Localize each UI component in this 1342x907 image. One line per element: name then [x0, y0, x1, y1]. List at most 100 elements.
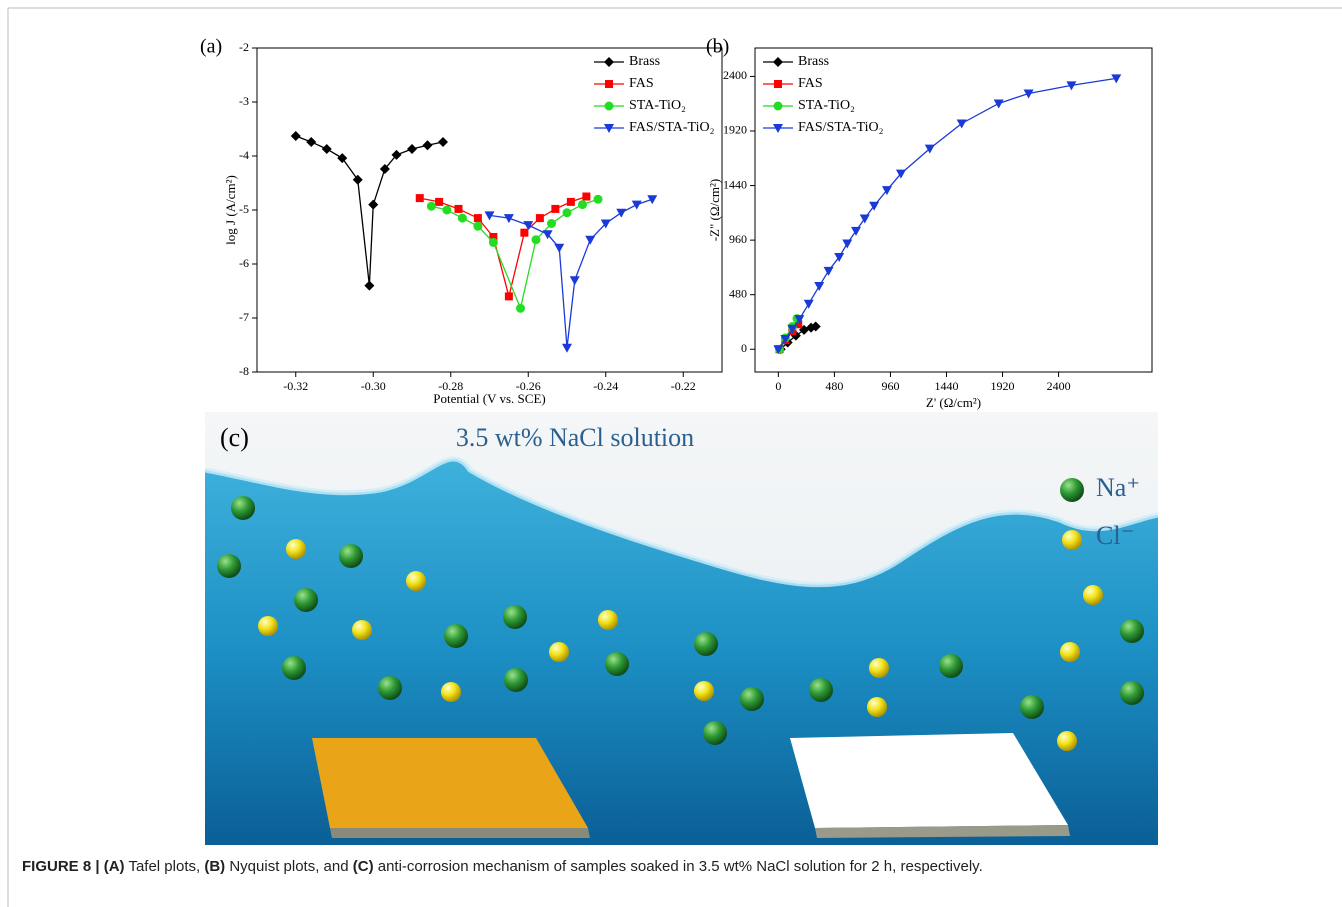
cl-ion	[406, 571, 426, 591]
cl-ion	[867, 697, 887, 717]
marker	[794, 315, 805, 325]
marker	[773, 345, 784, 355]
y-tick-label: -2	[239, 40, 249, 54]
x-tick-label: 0	[775, 379, 781, 393]
y-tick-label: -5	[239, 202, 249, 216]
cl-ion	[286, 539, 306, 559]
plate-edge	[330, 828, 590, 838]
legend-label: Brass	[629, 54, 660, 69]
legend-label: Cl⁻	[1096, 521, 1134, 550]
x-axis-label: Potential (V vs. SCE)	[433, 391, 545, 406]
y-tick-label: 480	[729, 286, 747, 300]
marker	[484, 211, 495, 221]
caption: FIGURE 8 | (A) Tafel plots, (B) Nyquist …	[22, 858, 983, 875]
y-tick-label: -3	[239, 94, 249, 108]
marker	[787, 324, 798, 334]
marker	[547, 219, 556, 228]
na-ion	[605, 652, 629, 676]
na-ion	[740, 687, 764, 711]
marker	[438, 136, 448, 147]
marker	[823, 266, 834, 276]
marker	[454, 204, 463, 213]
caption-part: anti-corrosion mechanism of samples soak…	[377, 858, 983, 875]
plate-edge	[815, 825, 1070, 838]
x-tick-label: 1920	[991, 379, 1015, 393]
cl-ion	[869, 658, 889, 678]
panel-label: (c)	[220, 423, 249, 452]
marker	[859, 214, 870, 224]
brass-plate	[312, 738, 588, 828]
caption-part: FIGURE 8 | (A)	[22, 858, 125, 875]
cl-ion	[1060, 642, 1080, 662]
na-ion	[694, 632, 718, 656]
x-axis-label: Z' (Ω/cm²)	[926, 395, 981, 410]
na-ion	[703, 721, 727, 745]
marker	[569, 276, 580, 286]
marker	[407, 143, 417, 154]
legend-label: Na⁺	[1096, 473, 1140, 502]
na-ion	[282, 656, 306, 680]
cl-ion	[1083, 585, 1103, 605]
marker	[600, 219, 611, 229]
panel-label: (b)	[706, 36, 729, 58]
legend-label: FAS	[629, 76, 654, 91]
y-tick-label: 0	[741, 341, 747, 355]
marker	[306, 136, 317, 147]
y-tick-label: 960	[729, 232, 747, 246]
na-ion	[1120, 681, 1144, 705]
plot-frame	[256, 47, 723, 373]
caption-part: (C)	[352, 858, 374, 875]
marker	[504, 292, 513, 301]
marker	[415, 194, 424, 203]
caption-part: (B)	[204, 858, 226, 875]
marker	[562, 343, 572, 353]
marker	[1111, 74, 1122, 84]
marker	[842, 239, 853, 249]
x-tick-label: 2400	[1047, 379, 1071, 393]
illustration-title: 3.5 wt% NaCl solution	[456, 423, 694, 452]
marker	[993, 99, 1004, 109]
marker	[810, 321, 821, 332]
marker	[352, 174, 363, 185]
na-ion	[1120, 619, 1144, 643]
y-axis-label: -Z" (Ω/cm²)	[707, 179, 722, 242]
marker	[956, 119, 967, 129]
marker	[290, 131, 301, 142]
na-ion	[1020, 695, 1044, 719]
marker	[321, 143, 332, 154]
marker	[379, 163, 390, 174]
cl-icon	[1062, 530, 1082, 550]
legend-marker	[774, 80, 782, 88]
na-ion	[939, 654, 963, 678]
marker	[578, 200, 587, 210]
na-ion	[809, 678, 833, 702]
na-ion	[503, 605, 527, 629]
coated-plate	[790, 733, 1068, 828]
marker	[869, 201, 880, 211]
x-tick-label: 480	[825, 379, 843, 393]
plot-frame	[754, 47, 1153, 373]
marker	[554, 243, 565, 253]
marker	[585, 235, 596, 245]
marker	[488, 237, 498, 247]
marker	[566, 197, 575, 206]
legend-label: STA-TiO₂	[629, 98, 686, 113]
marker	[489, 233, 498, 241]
marker	[1023, 89, 1034, 99]
marker	[523, 221, 534, 231]
marker	[391, 149, 402, 160]
caption-part: Nyquist plots, and	[229, 858, 349, 875]
na-ion	[504, 668, 528, 692]
marker	[924, 144, 935, 154]
marker	[422, 140, 433, 151]
legend-marker	[605, 80, 613, 88]
x-tick-label: 960	[881, 379, 899, 393]
legend-label: FAS/STA-TiO₂	[629, 120, 715, 135]
marker	[895, 169, 906, 179]
marker	[473, 221, 483, 231]
series-line	[295, 135, 444, 286]
marker	[616, 208, 627, 218]
marker	[516, 303, 525, 313]
marker	[473, 214, 482, 223]
cl-ion	[598, 610, 618, 630]
